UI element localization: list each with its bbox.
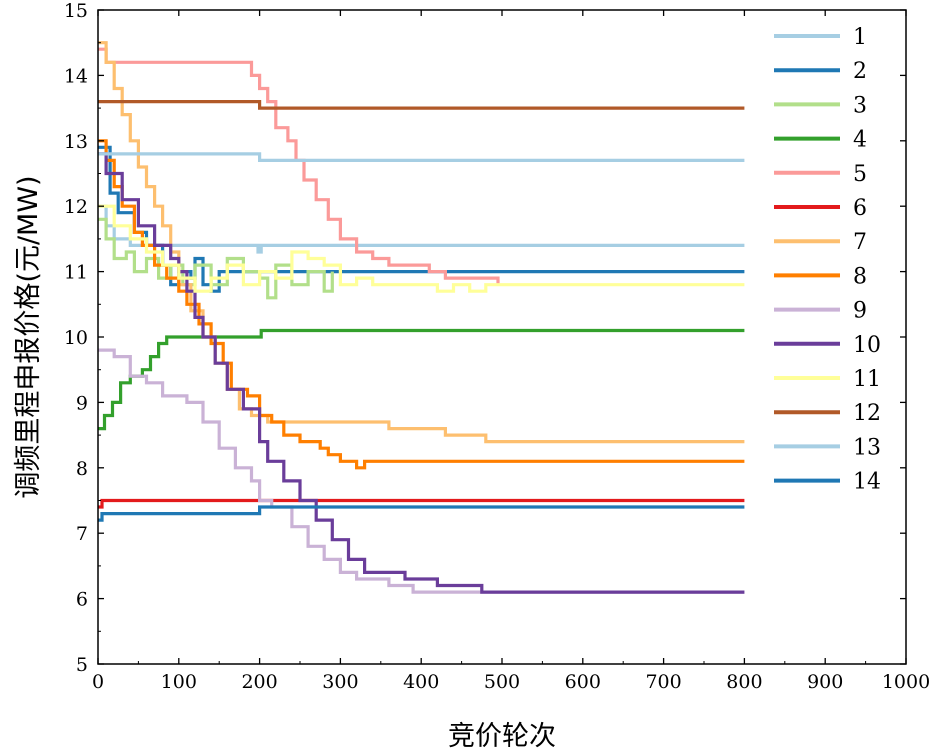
y-tick-label: 13 (64, 131, 88, 153)
y-tick-label: 6 (76, 589, 88, 611)
legend-label-11: 11 (853, 367, 881, 392)
legend-label-1: 1 (853, 25, 867, 50)
y-axis-title: 调频里程申报价格(元/MW) (13, 175, 44, 498)
x-tick-label: 700 (645, 671, 681, 693)
legend-label-6: 6 (853, 196, 867, 221)
x-tick-label: 900 (807, 671, 843, 693)
legend-label-7: 7 (853, 230, 867, 255)
x-tick-label: 200 (241, 671, 277, 693)
legend-label-3: 3 (853, 93, 867, 118)
series-line-10 (98, 152, 745, 594)
legend-label-14: 14 (853, 470, 881, 495)
x-tick-label: 800 (726, 671, 762, 693)
x-tick-label: 100 (161, 671, 197, 693)
legend-label-9: 9 (853, 299, 867, 324)
x-tick-label: 600 (565, 671, 601, 693)
legend-label-8: 8 (853, 264, 867, 289)
x-tick-label: 1000 (882, 671, 930, 693)
series-line-14 (98, 505, 745, 522)
legend-label-5: 5 (853, 162, 867, 187)
series-line-13 (98, 152, 745, 162)
legend-label-12: 12 (853, 401, 881, 426)
y-tick-label: 7 (76, 523, 88, 545)
legend-label-13: 13 (853, 435, 881, 460)
x-tick-label: 400 (403, 671, 439, 693)
y-tick-label: 9 (76, 392, 88, 414)
y-tick-label: 14 (64, 65, 88, 87)
series-line-12 (98, 100, 745, 110)
series-line-11 (98, 204, 745, 293)
y-tick-label: 8 (76, 458, 88, 480)
legend-label-2: 2 (853, 59, 867, 84)
y-tick-label: 5 (76, 654, 88, 676)
x-axis-title: 竞价轮次 (448, 721, 556, 750)
axes-group: 0 100 200 300 400 500 600 700 800 900 1000 5 6 7 8 9 10 1… (64, 0, 930, 693)
legend-label-10: 10 (853, 333, 881, 358)
x-tick-label: 0 (92, 671, 104, 693)
series-line-5 (98, 47, 500, 285)
x-tick-label: 300 (322, 671, 358, 693)
y-tick-label: 15 (64, 0, 88, 22)
series-line-4 (98, 328, 745, 431)
y-tick-label: 11 (64, 262, 88, 284)
x-tick-label: 500 (484, 671, 520, 693)
legend-label-4: 4 (853, 128, 867, 153)
y-tick-label: 12 (64, 196, 88, 218)
series-line-6 (98, 498, 745, 509)
series-group (98, 41, 745, 594)
series-line-9 (98, 348, 745, 594)
y-tick-label: 10 (64, 327, 88, 349)
